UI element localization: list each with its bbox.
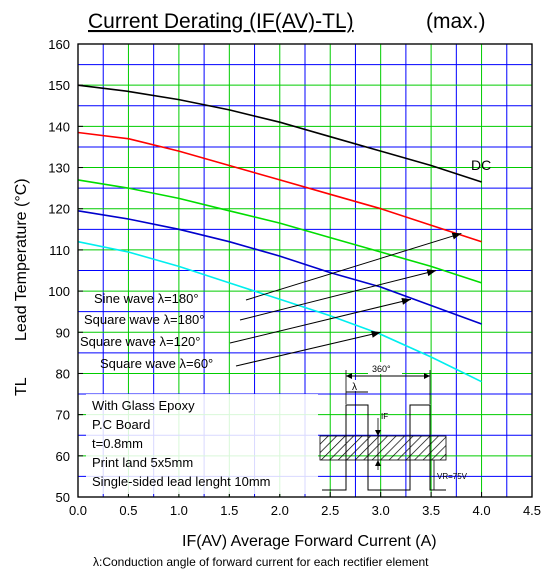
y-tick-label: 90 [56, 325, 70, 340]
x-tick-label: 0.0 [69, 503, 87, 518]
inset-lambda-label: λ [352, 382, 357, 393]
legend-label-square-180: Square wave λ=180° [84, 312, 204, 327]
annotation-arrow [245, 232, 462, 301]
inset-waveform [322, 404, 446, 491]
series-line [77, 131, 482, 243]
y-tick-label: 130 [48, 161, 70, 176]
inset-if-label: IF [381, 412, 388, 421]
y-tick-label: 100 [48, 284, 70, 299]
inset-if-arrowhead [375, 430, 381, 436]
x-tick-label: 3.0 [372, 503, 390, 518]
chart-title-suffix: (max.) [426, 10, 486, 33]
inset-angle-label: 360° [372, 364, 391, 374]
y-tick-label: 110 [49, 243, 70, 258]
x-tick-label: 4.5 [523, 503, 541, 518]
y-tick-label: 60 [56, 449, 70, 464]
x-axis-label: IF(AV) Average Forward Current (A) [182, 533, 437, 550]
series-line [77, 179, 482, 284]
inset-period-arrowhead-left [346, 373, 352, 379]
y-axis-label: Lead Temperature (°C) [13, 178, 30, 341]
legend-annotations: Sine wave λ=180° Square wave λ=180° Squa… [80, 232, 462, 371]
legend-label-square-120: Square wave λ=120° [80, 334, 200, 349]
y-tick-labels: 50 60 70 80 90 100 110 120 130 140 150 160 [48, 37, 70, 505]
y-tick-label: 70 [56, 408, 70, 423]
conditions-background [86, 394, 318, 494]
condition-line-5: Single-sided lead lenght 10mm [92, 474, 271, 489]
annotation-arrowhead [451, 232, 462, 240]
series-lines [77, 84, 482, 383]
x-tick-labels: 0.0 0.5 1.0 1.5 2.0 2.5 3.0 3.5 4.0 4.5 [69, 503, 541, 518]
y-tick-label: 80 [56, 366, 70, 381]
legend-label-sine-180: Sine wave λ=180° [94, 291, 199, 306]
inset-vr-label: VR=75V [437, 472, 468, 481]
series-line [77, 210, 482, 325]
legend-label-square-60: Square wave λ=60° [100, 356, 213, 371]
inset-angle-label-bg [368, 362, 402, 374]
waveform-inset: 360° λ IF VR=75V [319, 362, 468, 491]
x-tick-label: 4.0 [473, 503, 491, 518]
y-axis-symbol: TL [13, 377, 30, 396]
x-tick-label: 3.5 [422, 503, 440, 518]
annotation-arrow [239, 270, 437, 321]
conditions-box: With Glass Epoxy P.C Board t=0.8mm Print… [86, 394, 318, 494]
inset-period-arrowhead-right [424, 373, 430, 379]
annotation-arrow [235, 331, 381, 367]
condition-line-1: With Glass Epoxy [92, 398, 195, 413]
y-tick-label: 120 [48, 202, 70, 217]
condition-line-2: P.C Board [92, 417, 150, 432]
y-tick-label: 160 [48, 37, 70, 52]
inset-hatched-band [319, 435, 447, 461]
x-tick-label: 2.5 [321, 503, 339, 518]
x-tick-label: 1.5 [220, 503, 238, 518]
y-tick-label: 50 [56, 490, 70, 505]
caption: λ:Conduction angle of forward current fo… [93, 555, 429, 569]
condition-line-4: Print land 5x5mm [92, 455, 193, 470]
y-tick-label: 140 [48, 119, 70, 134]
x-tick-label: 2.0 [271, 503, 289, 518]
annotation-arrow [229, 298, 412, 344]
annotation-arrowhead [371, 330, 381, 338]
dc-label: DC [471, 157, 491, 173]
inset-lambda-bg [350, 380, 362, 391]
x-tick-label: 1.0 [170, 503, 188, 518]
series-line [77, 240, 482, 383]
annotation-arrowhead [401, 298, 411, 305]
y-tick-label: 150 [48, 78, 70, 93]
x-tick-label: 0.5 [119, 503, 137, 518]
condition-line-3: t=0.8mm [92, 436, 143, 451]
inset-if-arrowhead-2 [375, 460, 381, 466]
series-line [77, 84, 482, 183]
annotation-arrowhead [426, 269, 437, 277]
chart-title: Current Derating (IF(AV)-TL) [88, 10, 354, 33]
plot-border [77, 43, 533, 498]
